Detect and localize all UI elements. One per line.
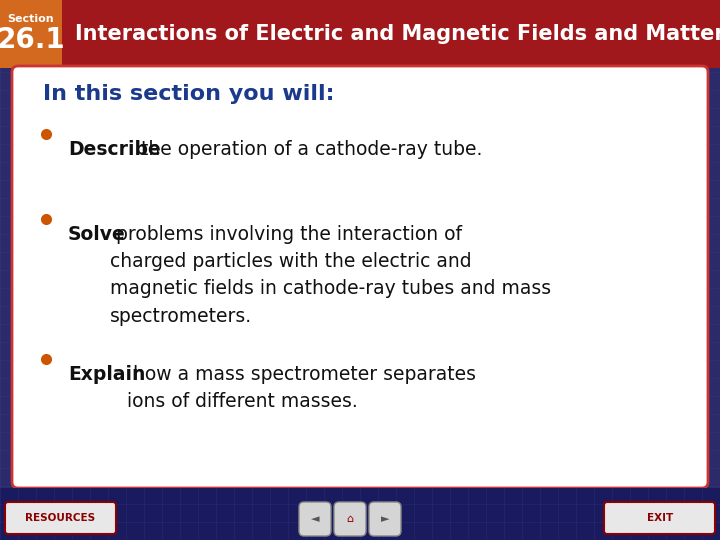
Bar — [0, 488, 720, 540]
FancyBboxPatch shape — [604, 502, 715, 534]
Text: RESOURCES: RESOURCES — [25, 513, 95, 523]
Text: Solve: Solve — [68, 225, 126, 244]
Bar — [0, 0, 62, 68]
Text: Explain: Explain — [68, 365, 145, 384]
Text: ►: ► — [381, 514, 390, 524]
Text: EXIT: EXIT — [647, 513, 673, 523]
Bar — [0, 0, 720, 68]
FancyBboxPatch shape — [334, 502, 366, 536]
Text: ⌂: ⌂ — [346, 514, 354, 524]
Text: how a mass spectrometer separates
ions of different masses.: how a mass spectrometer separates ions o… — [127, 365, 476, 411]
FancyBboxPatch shape — [5, 502, 116, 534]
Text: problems involving the interaction of
charged particles with the electric and
ma: problems involving the interaction of ch… — [110, 225, 551, 326]
Text: In this section you will:: In this section you will: — [43, 84, 335, 104]
FancyBboxPatch shape — [12, 66, 708, 488]
FancyBboxPatch shape — [299, 502, 331, 536]
Text: Interactions of Electric and Magnetic Fields and Matter: Interactions of Electric and Magnetic Fi… — [75, 24, 720, 44]
FancyBboxPatch shape — [369, 502, 401, 536]
Text: Describe: Describe — [68, 140, 161, 159]
Text: 26.1: 26.1 — [0, 26, 66, 54]
Text: the operation of a cathode-ray tube.: the operation of a cathode-ray tube. — [135, 140, 482, 159]
Text: ◄: ◄ — [311, 514, 319, 524]
Text: Section: Section — [8, 14, 54, 24]
